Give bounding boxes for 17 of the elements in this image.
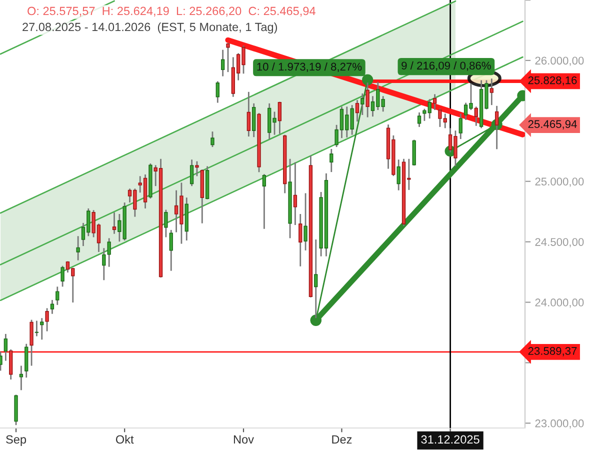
text: 9 / 216,09 / 0,86% <box>402 61 491 71</box>
text: 25.465,94 <box>528 120 577 130</box>
text: 27.08.2025 - 14.01.2026 (EST, 5 Monate, 1 Tag) <box>22 22 278 34</box>
data-label: 25.828,16 <box>528 76 577 86</box>
y-tick-label: 24.500,00 <box>535 238 584 248</box>
x-tick-label: Okt <box>116 434 134 444</box>
y-tick-label: 25.000,00 <box>535 178 584 187</box>
x-tick-label: Nov <box>234 435 254 444</box>
y-tick-label: 26.000,00 <box>535 56 584 66</box>
x-tick-label: 31.12.2025 <box>421 435 480 444</box>
y-tick-label: 24.000,00 <box>535 298 584 308</box>
x-tick-label: Sep <box>6 435 26 446</box>
series-label: 10 / 1.973,19 / 8,27% <box>257 62 362 72</box>
y-tick-label: 23.000,00 <box>535 419 584 429</box>
x-tick-label: Dez <box>332 435 352 444</box>
ref-line-label: 23.589,37 <box>528 347 577 356</box>
chart-title: O: 25.575,57 H: 25.624,19 L: 25.266,20 C: 25.465,94 <box>28 6 316 17</box>
